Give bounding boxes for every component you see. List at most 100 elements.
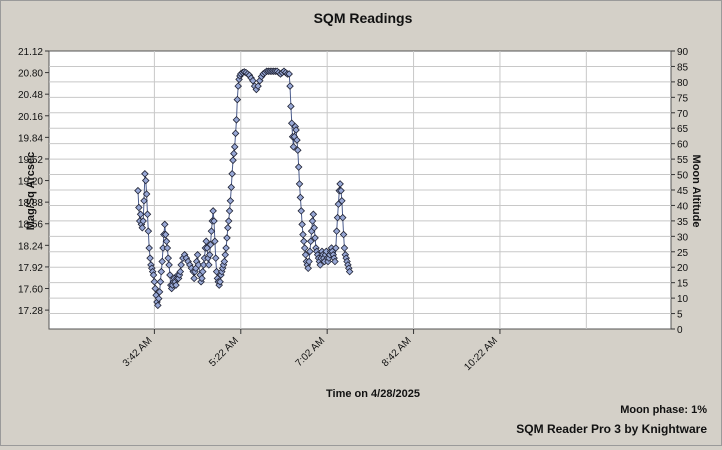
y2-tick-label: 75	[677, 93, 689, 104]
data-point	[286, 82, 294, 90]
data-point	[298, 220, 306, 229]
data-point	[141, 176, 150, 185]
data-point	[164, 254, 172, 262]
x-tick-label: 5:22 AM	[207, 335, 241, 369]
data-point	[166, 271, 174, 279]
data-point	[297, 207, 306, 215]
y-tick-label: 20.16	[18, 112, 43, 123]
data-point	[135, 203, 143, 212]
data-point	[311, 234, 319, 242]
data-point	[157, 267, 166, 276]
data-point	[177, 261, 185, 269]
x-tick-label: 3:42 AM	[121, 335, 155, 369]
data-point	[199, 261, 208, 269]
y-tick-label: 17.28	[18, 306, 43, 317]
y-axis-left: 17.28 17.60 17.92 18.24 18.56 18.88 19.20 19.52…	[18, 47, 49, 317]
y2-tick-label: 50	[677, 171, 689, 182]
y2-tick-label: 5	[677, 310, 683, 321]
chart-title: SQM Readings	[314, 10, 413, 26]
data-point	[287, 102, 295, 111]
data-point	[156, 278, 165, 286]
data-point	[151, 284, 160, 293]
data-point	[300, 237, 308, 246]
data-point	[149, 271, 158, 279]
y2-tick-label: 90	[677, 47, 689, 58]
data-point	[161, 230, 170, 239]
y2-tick-label: 35	[677, 217, 689, 228]
y-tick-label: 17.92	[18, 263, 43, 274]
y2-axis-title: Moon Altitude	[690, 155, 702, 228]
data-point	[163, 244, 172, 252]
y2-tick-label: 40	[677, 201, 689, 212]
data-point	[165, 261, 173, 269]
data-point	[232, 116, 241, 124]
y2-tick-label: 65	[677, 124, 689, 135]
y-tick-label: 19.84	[18, 133, 43, 144]
data-point	[199, 267, 207, 276]
y2-tick-label: 20	[677, 263, 689, 274]
y2-tick-label: 25	[677, 248, 689, 259]
y2-tick-label: 80	[677, 78, 689, 89]
data-point	[289, 143, 298, 151]
data-point	[340, 244, 349, 252]
data-point	[230, 143, 239, 151]
data-point	[336, 180, 344, 188]
x-tick-label: 10:22 AM	[462, 335, 500, 373]
data-point	[338, 197, 346, 205]
data-point	[339, 230, 348, 239]
y-axis-title: Mag/Sq Arcsec	[25, 152, 37, 230]
data-point	[154, 294, 163, 303]
data-point	[306, 237, 315, 246]
y2-tick-label: 15	[677, 279, 689, 290]
x-axis: 3:42 AM 5:22 AM 7:02 AM 8:42 AM 10:22 AM	[121, 329, 501, 373]
data-point	[172, 281, 180, 289]
data-point	[145, 244, 153, 252]
data-point	[198, 274, 206, 283]
data-point	[205, 251, 214, 259]
data-point	[332, 244, 340, 252]
data-point	[309, 210, 318, 219]
data-point	[139, 217, 147, 225]
data-point	[305, 257, 313, 266]
data-point	[141, 170, 149, 178]
y2-tick-label: 70	[677, 109, 689, 120]
data-point	[136, 210, 145, 219]
data-point	[162, 237, 171, 246]
data-point	[228, 170, 236, 178]
data-point	[209, 207, 217, 215]
y2-tick-label: 60	[677, 140, 689, 151]
data-point	[223, 234, 231, 242]
data-point	[142, 190, 151, 198]
data-point	[210, 217, 218, 225]
data-point	[301, 251, 310, 259]
data-point	[316, 261, 325, 269]
data-point	[220, 257, 229, 266]
data-point	[299, 230, 307, 239]
data-point	[234, 82, 242, 90]
y-tick-label: 18.24	[18, 241, 43, 252]
x-tick-label: 7:02 AM	[294, 335, 328, 369]
data-point	[226, 197, 235, 205]
x-axis-title: Time on 4/28/2025	[326, 388, 420, 400]
data-point	[225, 207, 234, 215]
data-point	[224, 217, 233, 225]
data-point	[294, 163, 303, 171]
y-tick-label: 18.56	[18, 220, 43, 231]
data-point	[143, 210, 152, 219]
data-point	[221, 251, 229, 259]
data-point	[160, 220, 169, 229]
data-point	[293, 136, 301, 144]
data-point	[176, 267, 185, 276]
y-axis-right: 0 5 10 15 20 25 30 35 40 45 50 55 60 65 70 75 80 85 90	[671, 47, 689, 336]
y-tick-label: 21.12	[18, 47, 43, 58]
data-point	[202, 237, 210, 246]
data-point	[310, 224, 318, 232]
data-point	[333, 213, 342, 222]
data-point	[144, 227, 153, 235]
y2-tick-label: 10	[677, 294, 689, 305]
data-point	[216, 278, 224, 286]
y-tick-label: 18.88	[18, 198, 43, 209]
brand-label: SQM Reader Pro 3 by Knightware	[516, 422, 707, 436]
